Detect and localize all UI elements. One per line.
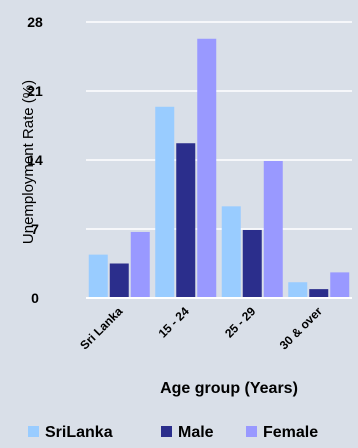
bar-srilanka (221, 206, 241, 298)
legend-swatch (161, 426, 172, 437)
legend-swatch (246, 426, 257, 437)
legend-label: Male (178, 424, 214, 441)
bar-srilanka (288, 282, 308, 298)
y-tick-label: 7 (31, 221, 39, 237)
bar-male (176, 143, 196, 298)
legend-label: SriLanka (45, 424, 113, 441)
x-category-labels: Sri Lanka 15 - 24 25 - 29 30 & over (77, 304, 325, 352)
bar-male (309, 289, 329, 298)
bar-male (242, 229, 262, 298)
bar-srilanka (155, 106, 175, 299)
bar-female (130, 231, 150, 298)
bar-female (330, 272, 350, 298)
y-tick-label: 0 (31, 290, 39, 306)
x-category-label: Sri Lanka (77, 304, 125, 352)
y-tick-label: 21 (27, 83, 43, 99)
x-category-label: 25 - 29 (222, 304, 259, 341)
y-axis-title: Unemployment Rate (%) (20, 80, 37, 244)
bars (88, 38, 350, 299)
y-tick-labels: 0 7 14 21 28 (27, 14, 43, 306)
bar-female (263, 160, 283, 298)
x-axis-title: Age group (Years) (160, 380, 298, 397)
legend: SriLanka Male Female (28, 424, 318, 441)
grid-lines (86, 21, 352, 230)
x-category-label: 30 & over (277, 304, 325, 352)
legend-label: Female (263, 424, 318, 441)
y-tick-label: 28 (27, 14, 43, 30)
bar-male (109, 263, 129, 298)
x-category-label: 15 - 24 (156, 304, 193, 341)
bar-female (197, 38, 217, 298)
y-tick-label: 14 (27, 152, 43, 168)
legend-swatch (28, 426, 39, 437)
bar-srilanka (88, 254, 108, 298)
